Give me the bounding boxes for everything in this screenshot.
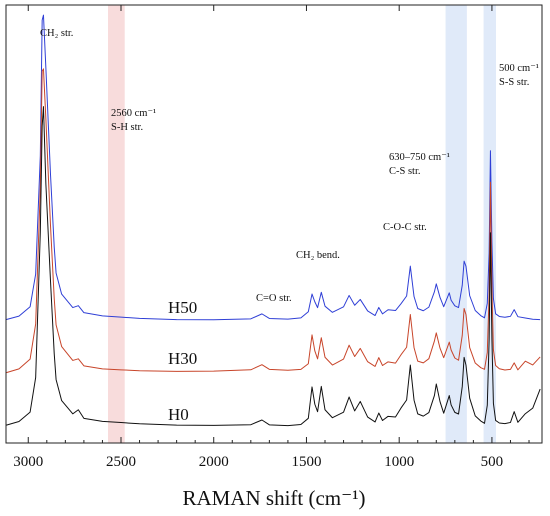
series-labels: H50 H30 H0 — [168, 298, 197, 424]
series-label-h0: H0 — [168, 405, 189, 424]
x-tick-label-500: 500 — [481, 454, 504, 470]
annotation-3-line-1: S-S str. — [499, 77, 529, 88]
spectrum-series — [5, 14, 541, 427]
series-line-h30 — [5, 68, 541, 374]
series-line-h50 — [5, 14, 541, 321]
x-tick-label-2000: 2000 — [199, 454, 229, 470]
annotation-6-line-0: C=O str. — [256, 293, 292, 304]
annotation-0-line-0: CH₂ str. — [40, 28, 73, 39]
x-tick-label-1500: 1500 — [291, 454, 321, 470]
peak-annotations: CH₂ str. 2560 cm⁻¹ S-H str. 630–750 cm⁻¹ C-S… — [40, 28, 539, 304]
annotation-2-line-0: 630–750 cm⁻¹ — [389, 152, 450, 163]
annotation-2-line-1: C-S str. — [389, 166, 421, 177]
series-line-h0 — [5, 106, 541, 427]
x-axis-title: RAMAN shift (cm⁻¹) — [182, 486, 365, 510]
plot-frame — [5, 4, 543, 444]
annotation-5-line-0: CH₂ bend. — [296, 250, 340, 261]
x-tick-label-3000: 3000 — [13, 454, 43, 470]
x-axis-ticks: 3000 2500 2000 1500 1000 500 — [13, 5, 530, 470]
annotation-4-line-0: C-O-C str. — [383, 222, 427, 233]
annotation-1-line-1: S-H str. — [111, 122, 143, 133]
series-label-h30: H30 — [168, 349, 197, 368]
highlight-band-0 — [108, 5, 125, 443]
annotation-3-line-0: 500 cm⁻¹ — [499, 63, 539, 74]
annotation-1-line-0: 2560 cm⁻¹ — [111, 108, 156, 119]
x-tick-label-2500: 2500 — [106, 454, 136, 470]
series-label-h50: H50 — [168, 298, 197, 317]
highlight-bands — [108, 5, 497, 443]
x-tick-label-1000: 1000 — [384, 454, 414, 470]
highlight-band-1 — [445, 5, 467, 443]
